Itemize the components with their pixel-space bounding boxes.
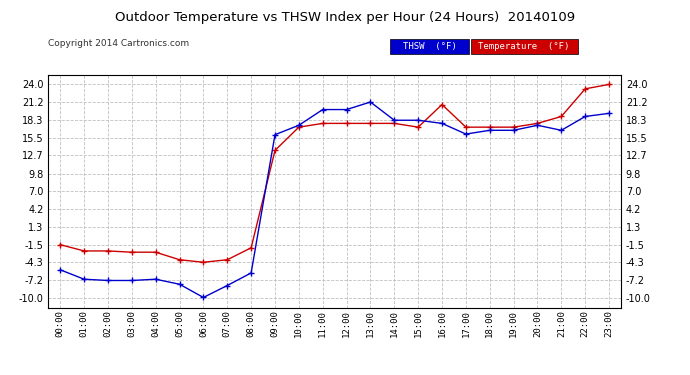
Text: Outdoor Temperature vs THSW Index per Hour (24 Hours)  20140109: Outdoor Temperature vs THSW Index per Ho… [115,11,575,24]
Text: THSW  (°F): THSW (°F) [403,42,456,51]
Text: Copyright 2014 Cartronics.com: Copyright 2014 Cartronics.com [48,39,190,48]
Text: Temperature  (°F): Temperature (°F) [478,42,570,51]
